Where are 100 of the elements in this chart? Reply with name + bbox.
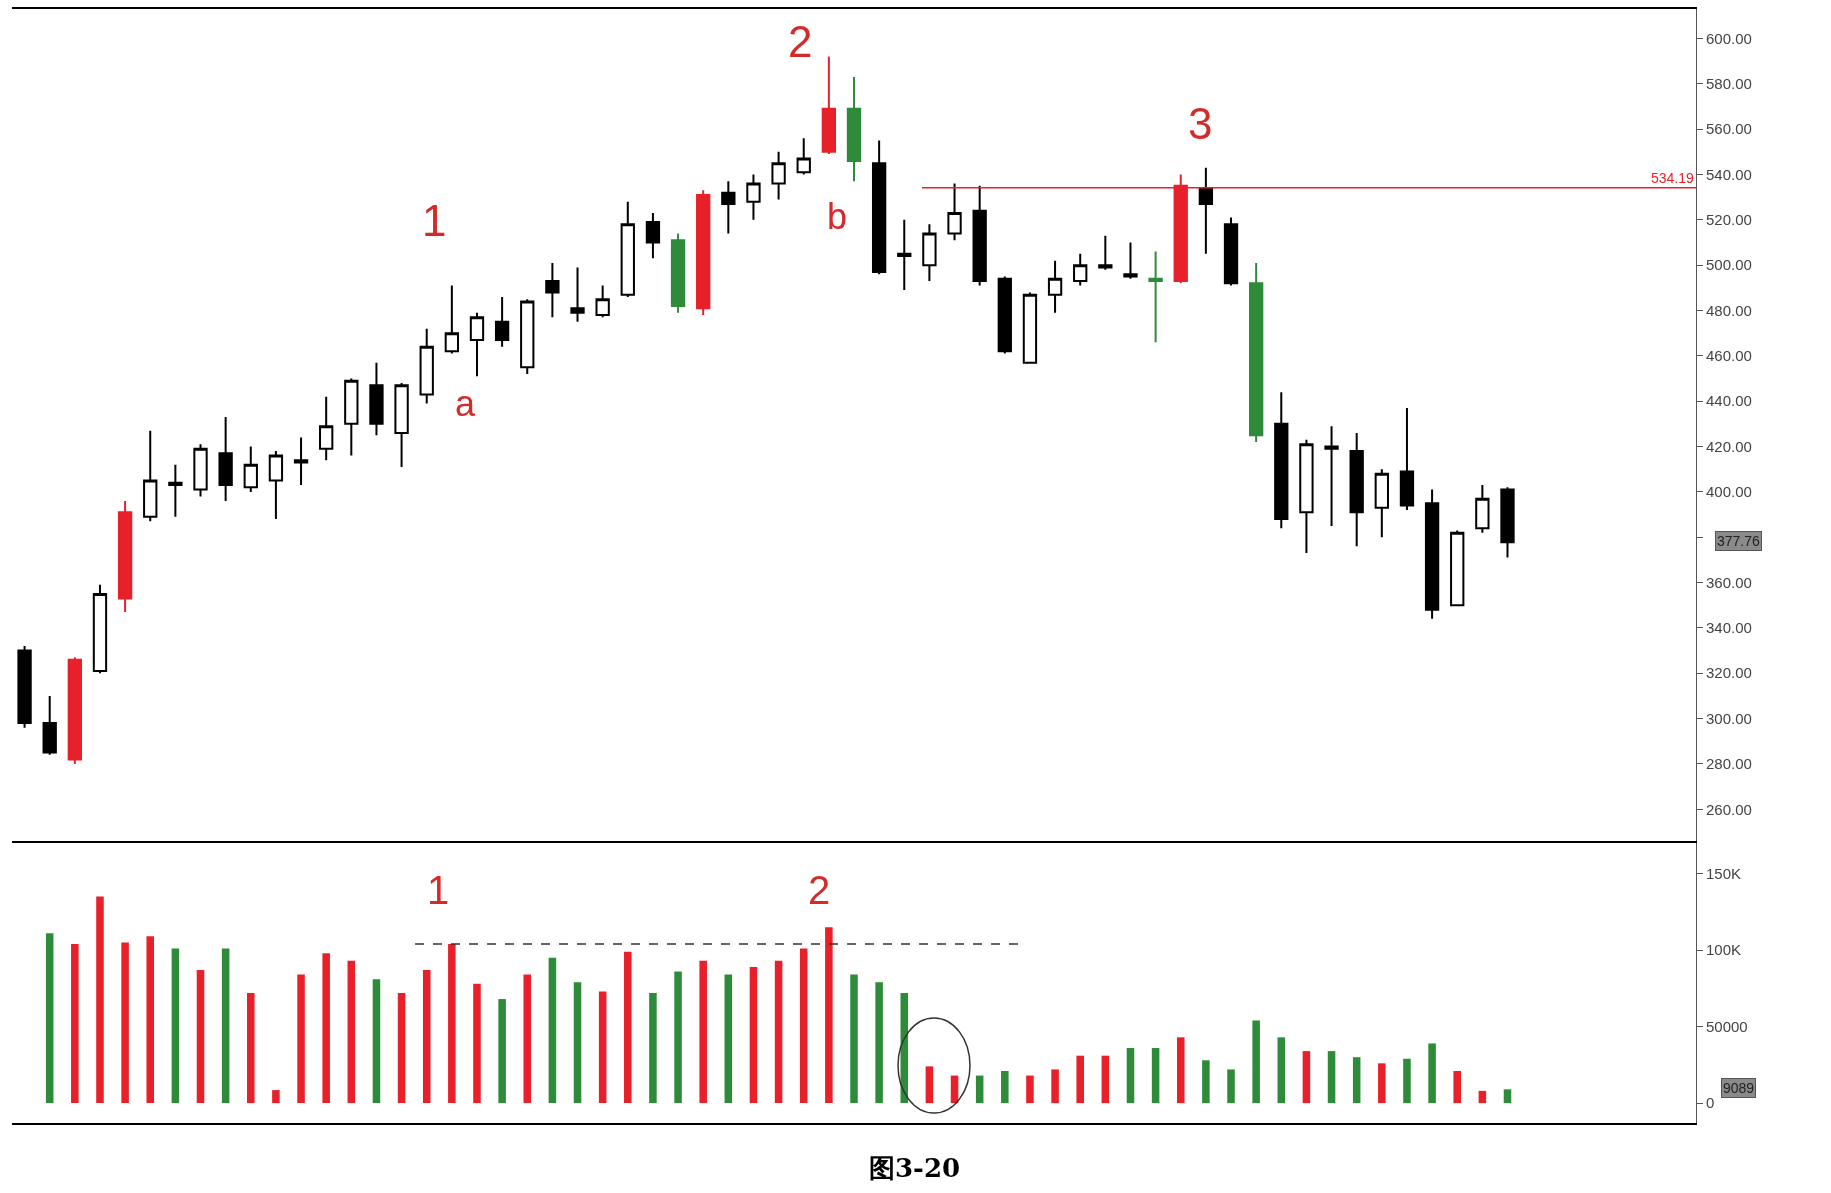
candlestick: [922, 223, 937, 283]
y-tick-label: 100K: [1706, 941, 1742, 959]
bar: [724, 974, 733, 1104]
candlestick: [394, 382, 409, 468]
candlestick: [1073, 252, 1088, 287]
y-tick-label: 340.00: [1706, 619, 1752, 637]
candlestick: [1047, 259, 1063, 314]
bar: [799, 948, 808, 1104]
bar: [1378, 1063, 1386, 1104]
y-tick-label: 300.00: [1706, 709, 1752, 727]
bar: [45, 933, 54, 1104]
bar: [573, 982, 582, 1104]
bar: [1202, 1060, 1210, 1104]
candlestick: [520, 298, 535, 375]
y-tick-label: 320.00: [1706, 664, 1752, 682]
candlestick: [821, 55, 837, 156]
bar: [121, 942, 129, 1104]
annotation: 1: [427, 868, 450, 912]
bar: [1277, 1037, 1286, 1104]
annotation: 1: [422, 196, 447, 245]
bar: [1101, 1055, 1110, 1104]
candlestick: [1198, 166, 1214, 255]
bar: [523, 974, 532, 1104]
candlestick: [645, 212, 661, 260]
candlestick: [92, 583, 108, 675]
candlestick: [1399, 407, 1415, 512]
bar: [347, 960, 356, 1104]
bar: [925, 1066, 934, 1104]
candlestick: [1424, 488, 1440, 620]
candlestick: [1324, 425, 1339, 527]
bar: [598, 991, 607, 1104]
candlestick: [746, 173, 761, 221]
bar: [272, 1090, 280, 1104]
candlestick: [897, 218, 912, 292]
annotation: a: [455, 383, 476, 424]
candlestick: [1475, 484, 1490, 534]
bar: [699, 960, 707, 1104]
y-tick-label: 420.00: [1706, 437, 1752, 455]
candlestick: [1450, 529, 1465, 607]
candlestick: [193, 443, 208, 498]
candlestick: [1148, 250, 1163, 344]
candlestick: [1274, 391, 1289, 530]
candlestick: [67, 656, 82, 765]
text: 377.76: [1717, 533, 1761, 549]
y-tick-label: 540.00: [1706, 165, 1752, 183]
bar: [875, 982, 883, 1104]
annotation: 2: [808, 868, 831, 912]
y-tick-label: 360.00: [1706, 573, 1752, 591]
bar: [221, 948, 230, 1104]
bar: [448, 943, 456, 1104]
bar: [96, 896, 104, 1104]
candlestick: [1299, 438, 1314, 555]
candlestick: [143, 429, 158, 523]
bar: [372, 979, 381, 1104]
candlestick: [796, 137, 811, 176]
candlestick: [1374, 468, 1389, 539]
candlestick: [444, 284, 460, 355]
y-tick-label: 580.00: [1706, 75, 1752, 93]
candlestick: [1022, 291, 1038, 364]
bar: [1151, 1048, 1160, 1104]
bar: [422, 969, 431, 1104]
candlestick: [168, 463, 183, 518]
candlestick: [268, 450, 284, 521]
annotation: 2: [788, 17, 813, 66]
bar: [322, 953, 330, 1104]
bar: [975, 1075, 984, 1104]
bar: [1428, 1043, 1436, 1104]
candlestick: [117, 499, 133, 614]
y-tick-label: 560.00: [1706, 120, 1752, 138]
candlestick: [1349, 431, 1364, 548]
y-tick-label: 600.00: [1706, 29, 1752, 47]
bar: [1252, 1020, 1260, 1104]
bar: [297, 974, 305, 1104]
candlestick: [1248, 261, 1264, 443]
y-tick-label: 460.00: [1706, 347, 1752, 365]
bar: [397, 992, 406, 1104]
candlestick: [1500, 486, 1515, 559]
candlestick: [997, 275, 1012, 355]
y-tick-label: 0: [1706, 1094, 1715, 1112]
candlestick: [218, 416, 233, 502]
bar: [1126, 1048, 1135, 1104]
candlestick: [670, 232, 686, 314]
bar: [196, 969, 205, 1104]
candlestick: [42, 694, 57, 756]
bar: [1327, 1051, 1336, 1104]
candlestick: [419, 327, 434, 405]
y-tick-label: 500.00: [1706, 256, 1752, 274]
annotation: b: [827, 196, 848, 237]
candlestick: [17, 645, 32, 729]
bar: [146, 936, 155, 1104]
bar: [1352, 1057, 1361, 1104]
candlestick: [1123, 241, 1138, 280]
bar: [1478, 1090, 1487, 1104]
y-tick-label: 260.00: [1706, 800, 1752, 818]
bar: [473, 983, 481, 1104]
bar: [71, 943, 79, 1104]
candlestick: [871, 139, 887, 276]
bar: [1001, 1070, 1009, 1104]
candlestick: [319, 395, 334, 462]
bar: [1051, 1069, 1059, 1104]
